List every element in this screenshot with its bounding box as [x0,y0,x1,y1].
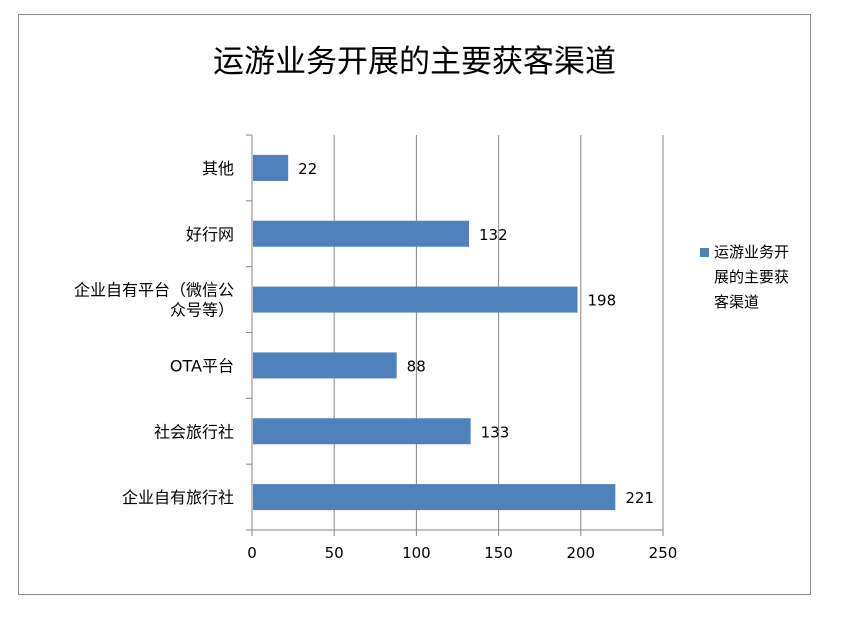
legend: 运游业务开展的主要获客渠道 [700,240,800,315]
x-tick-label: 50 [325,544,344,562]
x-tick-label: 250 [649,544,678,562]
bar [253,154,289,181]
category-label-line: 其他 [202,159,234,178]
category-label: 好行网 [186,225,234,244]
bar [253,484,616,511]
data-label: 22 [298,160,317,178]
category-label-line: 企业自有平台（微信公 [74,281,234,300]
x-tick-label: 150 [484,544,513,562]
category-label-line: OTA平台 [170,356,234,375]
category-label-line: 企业自有旅行社 [122,488,234,507]
data-label: 133 [481,423,510,441]
legend-label: 运游业务开展的主要获客渠道 [714,243,790,311]
data-label: 88 [407,357,426,375]
x-tick-label: 0 [247,544,257,562]
category-label: OTA平台 [170,356,234,375]
x-tick-label: 200 [566,544,595,562]
legend-swatch [700,248,709,257]
bar [253,220,470,247]
data-label: 221 [625,489,654,507]
data-label: 132 [479,226,508,244]
category-label-line: 好行网 [186,225,234,244]
bar [253,418,471,445]
x-tick-label: 100 [402,544,431,562]
category-label: 其他 [202,159,234,178]
bar [253,286,578,313]
data-label: 198 [588,292,617,310]
category-label: 企业自有旅行社 [122,488,234,507]
category-label: 社会旅行社 [154,422,234,441]
chart-title: 运游业务开展的主要获客渠道 [213,44,616,80]
category-label: 企业自有平台（微信公众号等） [74,281,234,320]
category-label-line: 社会旅行社 [154,422,234,441]
category-label-line: 众号等） [170,301,234,320]
bar [253,352,397,379]
